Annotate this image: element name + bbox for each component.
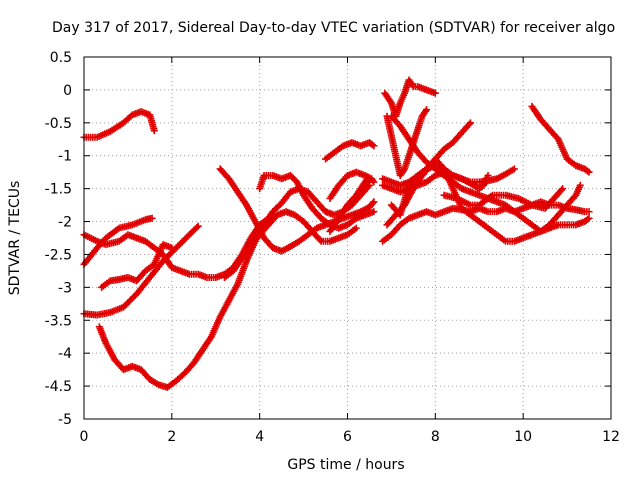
tick-labels: 0 2 4 6 8 10 12 0.5 0 -0.5 -1 -1.5 -2 -2.5 -3 -3.5 -4 -4.… <box>45 50 620 445</box>
data-point <box>585 208 593 216</box>
data-point <box>423 106 431 114</box>
data-track <box>221 208 360 281</box>
axis-ticks <box>83 56 612 420</box>
x-tick-label: 12 <box>602 429 620 445</box>
data-track <box>95 181 373 391</box>
data-point <box>557 186 565 194</box>
data-point <box>364 183 372 191</box>
data-point <box>465 120 473 128</box>
data-point <box>150 127 158 135</box>
y-tick-label: -5 <box>58 412 72 428</box>
data-point <box>585 214 593 222</box>
data-track <box>387 119 474 219</box>
data-track <box>387 112 584 235</box>
data-point <box>352 224 360 232</box>
y-axis-label: SDTVAR / TECUs <box>7 181 23 296</box>
data-point <box>559 185 567 193</box>
data-track <box>322 139 378 163</box>
y-tick-label: -1 <box>58 149 72 165</box>
data-point <box>365 178 373 186</box>
data-point <box>369 199 377 207</box>
data-track <box>80 108 158 141</box>
data-point <box>431 89 439 97</box>
x-tick-label: 0 <box>80 429 89 445</box>
data-point <box>368 141 376 149</box>
data-track <box>80 222 202 319</box>
x-tick-label: 4 <box>255 429 264 445</box>
data-points <box>80 76 593 391</box>
x-tick-label: 6 <box>343 429 352 445</box>
y-tick-label: -4.5 <box>45 379 72 395</box>
chart-title: Day 317 of 2017, Sidereal Day-to-day VTE… <box>52 20 615 36</box>
y-tick-label: -3.5 <box>45 313 72 329</box>
x-axis-label: GPS time / hours <box>287 457 404 473</box>
data-point <box>194 222 202 230</box>
y-tick-label: -0.5 <box>45 116 72 132</box>
data-point <box>370 142 378 150</box>
y-tick-label: -2 <box>58 215 72 231</box>
y-tick-label: 0.5 <box>50 50 72 66</box>
data-track <box>528 102 593 176</box>
x-tick-label: 10 <box>514 429 532 445</box>
data-point <box>193 224 201 232</box>
data-track <box>326 175 373 235</box>
data-track <box>381 76 439 120</box>
data-point <box>584 167 592 175</box>
data-point <box>576 181 584 189</box>
y-tick-label: 0 <box>63 83 72 99</box>
data-track <box>256 171 378 232</box>
data-track <box>440 185 567 212</box>
y-tick-label: -2.5 <box>45 247 72 263</box>
x-tick-label: 2 <box>167 429 176 445</box>
data-track <box>383 106 431 179</box>
y-tick-label: -3 <box>58 280 72 296</box>
data-point <box>510 165 518 173</box>
data-point <box>370 198 378 206</box>
y-tick-label: -1.5 <box>45 182 72 198</box>
data-point <box>148 214 156 222</box>
data-point <box>584 215 592 223</box>
data-point <box>316 236 324 244</box>
y-tick-label: -4 <box>58 346 72 362</box>
x-tick-label: 8 <box>431 429 440 445</box>
data-track <box>98 241 176 291</box>
data-point <box>466 119 474 127</box>
data-point <box>484 171 492 179</box>
data-point <box>370 208 378 216</box>
data-point <box>585 168 593 176</box>
